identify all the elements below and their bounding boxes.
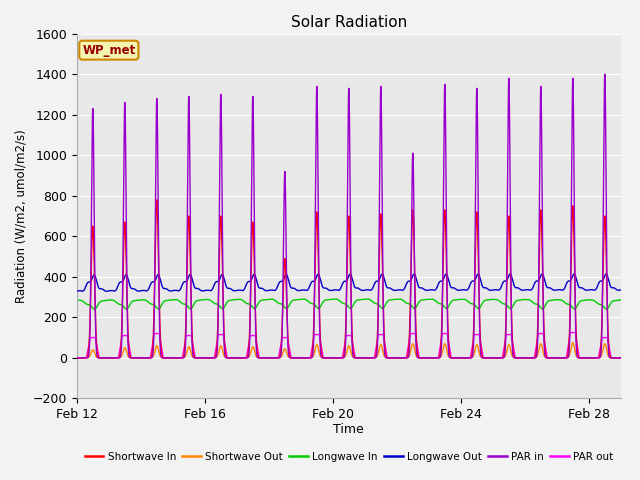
Longwave Out: [103, 288, 111, 294]
Line: PAR in: PAR in: [77, 74, 621, 358]
PAR out: [73, 355, 81, 361]
Shortwave In: [186, 254, 194, 260]
PAR in: [401, 355, 409, 361]
PAR out: [617, 355, 625, 361]
Line: Shortwave Out: Shortwave Out: [77, 343, 621, 358]
Shortwave In: [73, 355, 81, 361]
Text: WP_met: WP_met: [82, 44, 136, 57]
Longwave In: [160, 299, 168, 305]
Longwave Out: [538, 271, 546, 277]
PAR in: [122, 224, 130, 230]
Longwave Out: [123, 272, 131, 278]
Title: Solar Radiation: Solar Radiation: [291, 15, 407, 30]
Y-axis label: Radiation (W/m2, umol/m2/s): Radiation (W/m2, umol/m2/s): [14, 129, 27, 303]
Line: Shortwave In: Shortwave In: [77, 200, 621, 358]
PAR in: [617, 355, 625, 361]
Longwave In: [123, 306, 131, 312]
Line: Longwave In: Longwave In: [77, 299, 621, 309]
PAR out: [186, 333, 194, 338]
PAR out: [566, 330, 574, 336]
Shortwave In: [407, 266, 415, 272]
Shortwave Out: [186, 347, 194, 352]
Longwave Out: [617, 287, 625, 293]
Longwave In: [407, 302, 415, 308]
PAR in: [407, 279, 415, 285]
PAR in: [601, 71, 609, 77]
Shortwave Out: [73, 355, 81, 361]
PAR out: [159, 355, 167, 361]
Shortwave Out: [122, 348, 130, 354]
Longwave Out: [401, 284, 409, 290]
Shortwave Out: [617, 355, 625, 361]
Longwave In: [331, 296, 339, 302]
Shortwave Out: [569, 340, 577, 346]
Longwave Out: [160, 286, 168, 291]
PAR in: [461, 355, 469, 361]
Legend: Shortwave In, Shortwave Out, Longwave In, Longwave Out, PAR in, PAR out: Shortwave In, Shortwave Out, Longwave In…: [81, 447, 617, 466]
PAR in: [73, 355, 81, 361]
Shortwave In: [153, 197, 161, 203]
PAR in: [186, 195, 194, 201]
Shortwave In: [401, 355, 409, 361]
Shortwave In: [160, 355, 168, 360]
Shortwave In: [461, 355, 469, 361]
X-axis label: Time: Time: [333, 422, 364, 435]
Longwave Out: [407, 277, 415, 283]
Shortwave In: [122, 263, 130, 269]
Longwave In: [461, 297, 469, 302]
PAR out: [401, 355, 409, 361]
Shortwave In: [617, 355, 625, 361]
Line: Longwave Out: Longwave Out: [77, 274, 621, 291]
Longwave In: [617, 297, 625, 303]
Longwave In: [186, 306, 194, 312]
Longwave In: [91, 306, 99, 312]
Longwave In: [401, 300, 409, 305]
Shortwave Out: [407, 347, 415, 353]
PAR in: [159, 355, 167, 361]
Line: PAR out: PAR out: [77, 333, 621, 358]
PAR out: [122, 333, 130, 338]
Longwave Out: [461, 287, 469, 293]
Longwave Out: [73, 288, 81, 294]
Shortwave Out: [401, 355, 409, 361]
Shortwave Out: [461, 355, 469, 361]
Shortwave Out: [159, 355, 167, 361]
Longwave In: [73, 297, 81, 303]
PAR out: [407, 331, 415, 336]
Longwave Out: [186, 272, 194, 277]
PAR out: [461, 355, 469, 361]
